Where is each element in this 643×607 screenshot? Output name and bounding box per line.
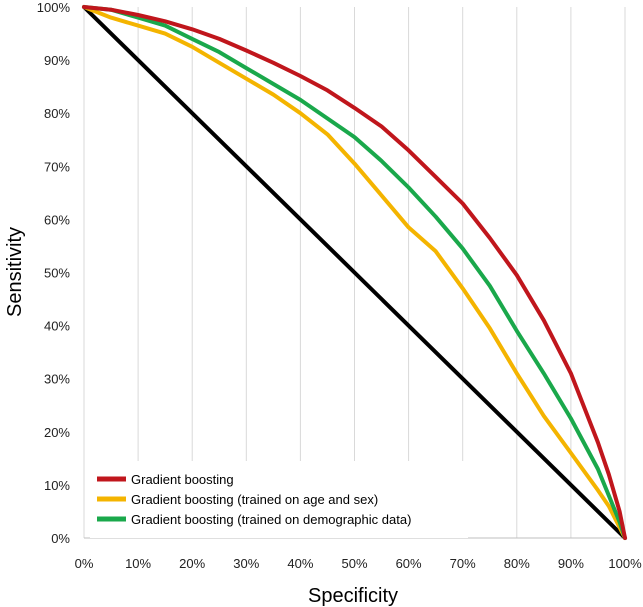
legend-label: Gradient boosting (trained on demographi…: [131, 512, 411, 527]
x-tick-label: 30%: [233, 556, 259, 571]
series-line-2: [82, 5, 627, 540]
x-tick-label: 40%: [287, 556, 313, 571]
y-tick-label: 90%: [44, 53, 70, 68]
y-tick-label: 70%: [44, 159, 70, 174]
x-tick-label: 100%: [608, 556, 642, 571]
x-tick-label: 50%: [341, 556, 367, 571]
legend-background: [90, 461, 468, 538]
legend-label: Gradient boosting (trained on age and se…: [131, 492, 378, 507]
series-lines: [82, 5, 627, 540]
series-line-3: [82, 5, 627, 540]
y-tick-label: 0%: [51, 531, 70, 546]
y-tick-labels: 0% 10% 20% 30% 40% 50% 60% 70% 80% 90% 100%: [37, 0, 71, 546]
x-tick-label: 70%: [450, 556, 476, 571]
y-tick-label: 30%: [44, 372, 70, 387]
x-tick-label: 0%: [75, 556, 94, 571]
series-line-4: [82, 5, 627, 540]
y-tick-label: 100%: [37, 0, 71, 15]
series-line-1: [82, 5, 627, 540]
y-axis-title: Sensitivity: [4, 227, 26, 317]
y-tick-label: 50%: [44, 266, 70, 281]
legend: Gradient boosting Gradient boosting (trai…: [90, 461, 468, 538]
y-tick-label: 40%: [44, 319, 70, 334]
x-tick-labels: 0% 10% 20% 30% 40% 50% 60% 70% 80% 90% 100%: [75, 556, 642, 571]
legend-label: Gradient boosting: [131, 472, 234, 487]
y-tick-label: 60%: [44, 212, 70, 227]
x-tick-label: 20%: [179, 556, 205, 571]
y-tick-label: 20%: [44, 425, 70, 440]
x-tick-label: 90%: [558, 556, 584, 571]
x-axis-title: Specificity: [308, 585, 398, 607]
x-tick-label: 10%: [125, 556, 151, 571]
x-tick-label: 60%: [396, 556, 422, 571]
x-tick-label: 80%: [504, 556, 530, 571]
y-tick-label: 80%: [44, 106, 70, 121]
y-tick-label: 10%: [44, 478, 70, 493]
